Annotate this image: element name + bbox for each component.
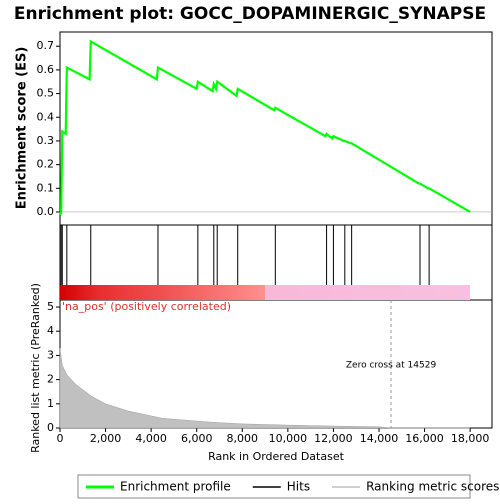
x-tick-label: 4,000 (135, 432, 167, 445)
y-tick-label: 0.1 (37, 181, 55, 194)
legend-label: Enrichment profile (120, 480, 231, 494)
y-axis-label: Enrichment score (ES) (15, 47, 30, 210)
x-tick-label: 10,000 (269, 432, 308, 445)
y-tick-label: 0.4 (37, 110, 55, 123)
x-tick-label: 8,000 (227, 432, 259, 445)
y-axis-label: Ranked list metric (PreRanked) (29, 283, 42, 453)
y-tick-label: 1 (47, 397, 54, 410)
x-axis-label: Rank in Ordered Dataset (208, 450, 345, 463)
positive-label: 'na_pos' (positively correlated) (62, 300, 231, 313)
y-tick-label: 0.6 (37, 63, 55, 76)
y-tick-label: 0 (47, 421, 54, 434)
y-tick-label: 0.2 (37, 158, 55, 171)
y-tick-label: 0.5 (37, 87, 55, 100)
y-tick-label: 0.3 (37, 134, 55, 147)
y-tick-label: 0.0 (37, 205, 55, 218)
chart-title: Enrichment plot: GOCC_DOPAMINERGIC_SYNAP… (14, 4, 486, 24)
y-tick-label: 0.7 (37, 39, 55, 52)
legend-label: Hits (287, 480, 310, 494)
enrichment-line (59, 39, 471, 215)
y-tick-label: 2 (47, 373, 54, 386)
metric-area (59, 348, 471, 429)
x-tick-label: 2,000 (90, 432, 122, 445)
y-tick-label: 4 (47, 324, 54, 337)
x-tick-label: 18,000 (451, 432, 490, 445)
y-tick-label: 5 (47, 300, 54, 313)
x-tick-label: 12,000 (314, 432, 353, 445)
x-tick-label: 16,000 (405, 432, 444, 445)
legend-label: Ranking metric scores (366, 480, 499, 494)
zero-cross-label: Zero cross at 14529 (346, 361, 437, 371)
rank-color-bar (60, 285, 470, 300)
y-tick-label: 3 (47, 348, 54, 361)
x-tick-label: 6,000 (181, 432, 213, 445)
x-tick-label: 14,000 (360, 432, 399, 445)
x-tick-label: 0 (57, 432, 64, 445)
